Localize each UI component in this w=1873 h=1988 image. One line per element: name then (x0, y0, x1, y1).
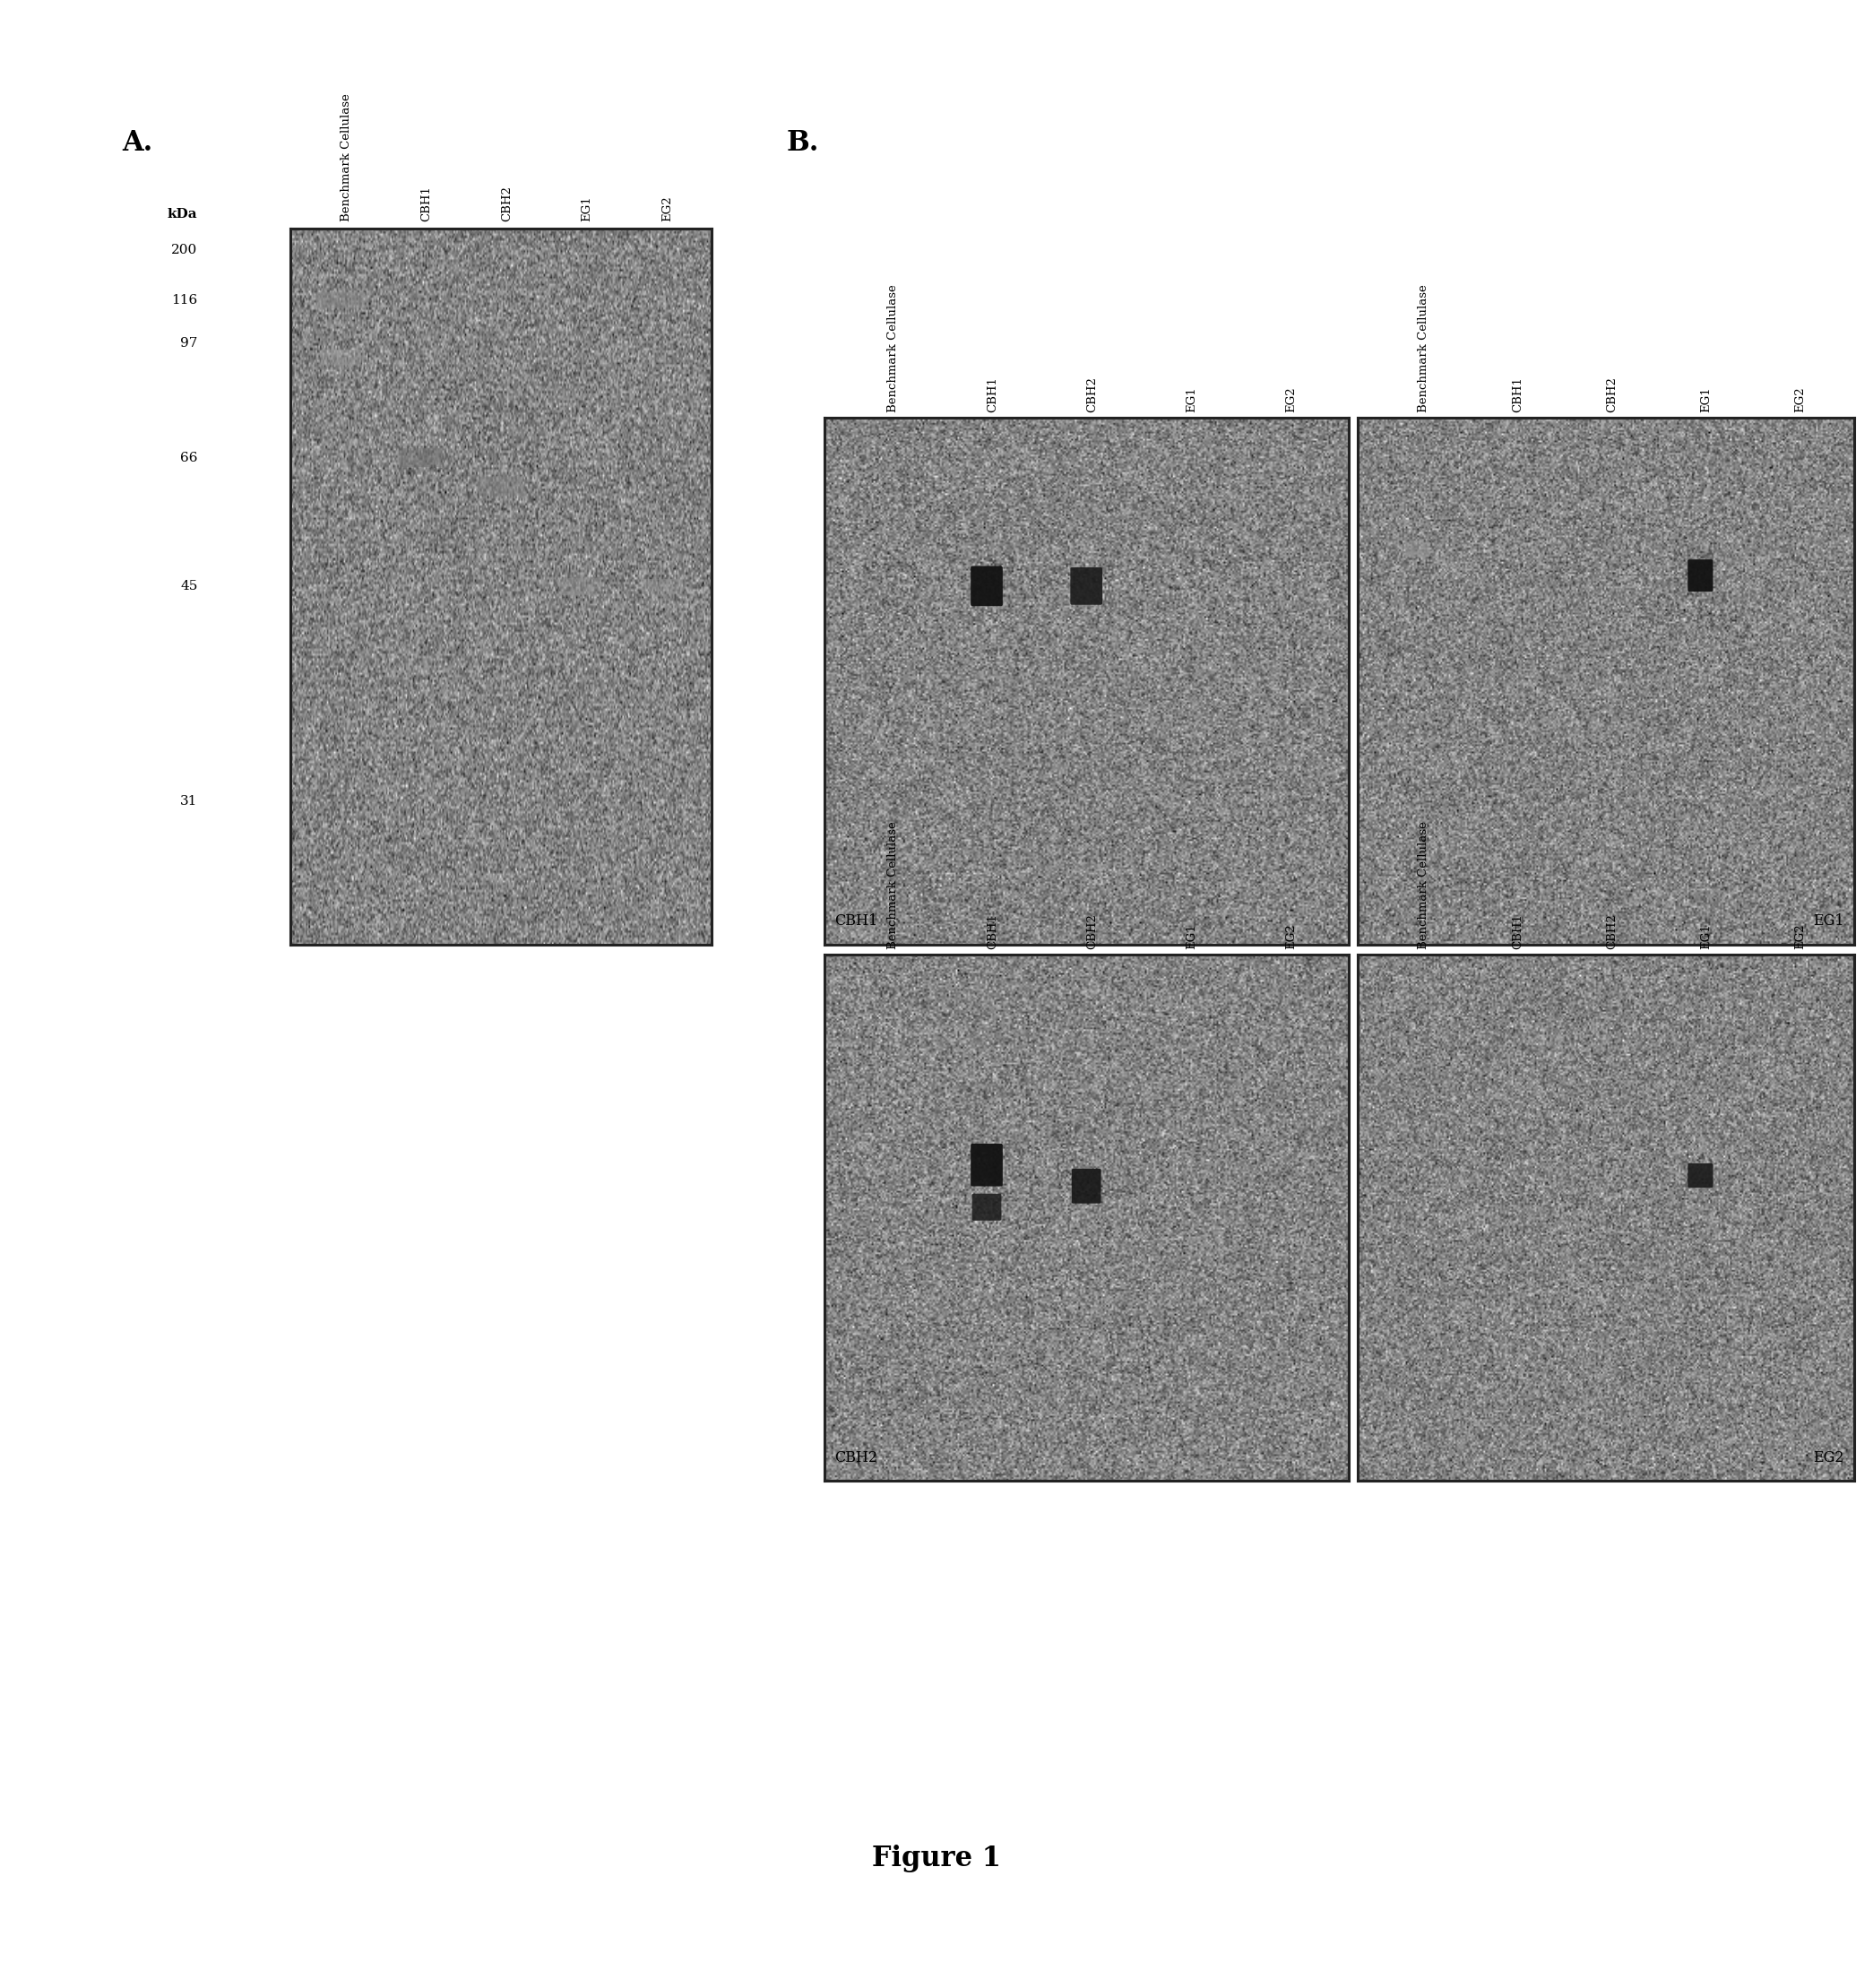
Text: CBH1: CBH1 (987, 912, 998, 948)
Text: kDa: kDa (167, 209, 199, 221)
FancyBboxPatch shape (317, 292, 365, 308)
Text: 66: 66 (180, 451, 199, 463)
Text: EG1: EG1 (581, 195, 592, 221)
Text: 116: 116 (172, 294, 199, 306)
FancyBboxPatch shape (972, 1193, 1002, 1221)
Text: Benchmark Cellulase: Benchmark Cellulase (1418, 821, 1429, 948)
Text: 97: 97 (180, 336, 199, 350)
Text: CBH1: CBH1 (1512, 376, 1523, 412)
Text: CBH1: CBH1 (1512, 912, 1523, 948)
Text: 31: 31 (180, 795, 199, 807)
Text: CBH2: CBH2 (1607, 912, 1618, 948)
Text: Benchmark Cellulase: Benchmark Cellulase (888, 821, 899, 948)
Text: CBH2: CBH2 (1086, 376, 1098, 412)
FancyBboxPatch shape (642, 579, 680, 594)
Text: Benchmark Cellulase: Benchmark Cellulase (1418, 284, 1429, 412)
Text: EG1: EG1 (1186, 922, 1197, 948)
Text: EG2: EG2 (1285, 386, 1298, 412)
FancyBboxPatch shape (479, 477, 523, 495)
FancyBboxPatch shape (970, 567, 1002, 606)
FancyBboxPatch shape (1071, 1169, 1101, 1203)
FancyBboxPatch shape (1688, 1163, 1714, 1187)
Text: CBH2: CBH2 (502, 185, 513, 221)
Text: CBH1: CBH1 (835, 912, 878, 928)
Text: A.: A. (122, 129, 152, 157)
Text: Benchmark Cellulase: Benchmark Cellulase (341, 93, 352, 221)
FancyBboxPatch shape (320, 350, 361, 366)
Text: 45: 45 (180, 580, 199, 592)
Text: EG2: EG2 (1794, 922, 1806, 948)
FancyBboxPatch shape (560, 579, 601, 594)
FancyBboxPatch shape (1405, 541, 1431, 557)
FancyBboxPatch shape (970, 1143, 1002, 1187)
Text: CBH2: CBH2 (835, 1449, 878, 1465)
Text: EG2: EG2 (1285, 922, 1298, 948)
FancyBboxPatch shape (1069, 567, 1103, 604)
Text: CBH2: CBH2 (1086, 912, 1098, 948)
Text: EG1: EG1 (1701, 386, 1712, 412)
Text: CBH2: CBH2 (1607, 376, 1618, 412)
FancyBboxPatch shape (1688, 559, 1714, 592)
Text: Benchmark Cellulase: Benchmark Cellulase (888, 284, 899, 412)
Text: EG2: EG2 (1813, 1449, 1845, 1465)
Text: EG1: EG1 (1186, 386, 1197, 412)
Text: CBH1: CBH1 (421, 185, 433, 221)
Text: EG2: EG2 (1794, 386, 1806, 412)
Text: EG1: EG1 (1813, 912, 1845, 928)
Text: CBH1: CBH1 (987, 376, 998, 412)
Text: 200: 200 (172, 245, 199, 256)
FancyBboxPatch shape (399, 449, 444, 467)
Text: Figure 1: Figure 1 (873, 1845, 1000, 1873)
Text: EG2: EG2 (661, 195, 672, 221)
Text: B.: B. (787, 129, 819, 157)
Text: EG1: EG1 (1701, 922, 1712, 948)
